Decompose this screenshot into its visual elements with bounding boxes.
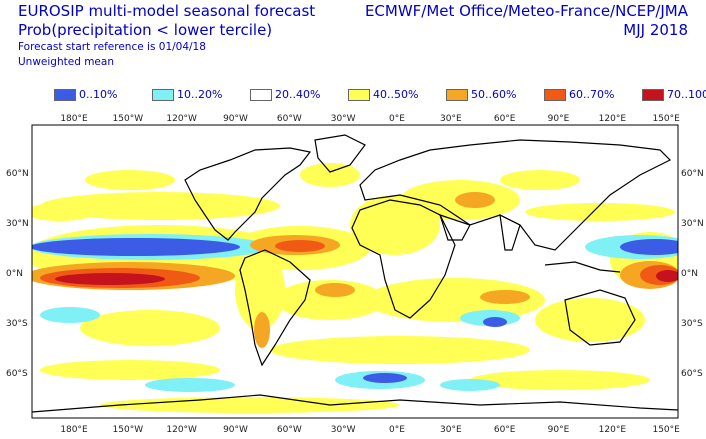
longitude-label-bottom: 90°W xyxy=(223,425,248,435)
latitude-label-left: 30°N xyxy=(6,219,29,229)
legend-label: 70..100% xyxy=(667,88,706,101)
shading-0-10 xyxy=(32,238,678,383)
shading-70-100 xyxy=(55,270,678,285)
legend-label: 60..70% xyxy=(569,88,615,101)
longitude-label-bottom: 180°E xyxy=(60,425,88,435)
longitude-label-top: 60°W xyxy=(277,114,302,124)
probability-legend: 0..10% 10..20% 20..40% 40..50% 50..60% 6… xyxy=(54,88,706,101)
latitude-label-right: 60°N xyxy=(681,169,704,179)
longitude-label-bottom: 30°W xyxy=(331,425,356,435)
legend-item: 0..10% xyxy=(54,88,152,101)
legend-label: 0..10% xyxy=(79,88,118,101)
legend-item: 10..20% xyxy=(152,88,250,101)
longitude-label-top: 180°E xyxy=(60,114,88,124)
latitude-label-left: 60°S xyxy=(6,369,28,379)
longitude-label-bottom: 60°W xyxy=(277,425,302,435)
legend-label: 50..60% xyxy=(471,88,517,101)
map-title: EUROSIP multi-model seasonal forecast xyxy=(18,2,316,20)
legend-item: 20..40% xyxy=(250,88,348,101)
longitude-label-top: 120°W xyxy=(166,114,197,124)
longitude-label-top: 90°E xyxy=(548,114,570,124)
latitude-label-right: 30°N xyxy=(681,219,704,229)
legend-swatch xyxy=(642,88,664,101)
longitude-label-bottom: 0°E xyxy=(389,425,405,435)
legend-item: 60..70% xyxy=(544,88,642,101)
legend-swatch xyxy=(54,88,76,101)
longitude-label-bottom: 30°E xyxy=(440,425,462,435)
longitude-label-bottom: 150°W xyxy=(113,425,144,435)
longitude-label-top: 30°W xyxy=(331,114,356,124)
legend-swatch xyxy=(250,88,272,101)
longitude-label-bottom: 60°E xyxy=(494,425,516,435)
forecast-start-reference: Forecast start reference is 01/04/18 xyxy=(18,41,206,53)
latitude-label-right: 60°S xyxy=(681,369,703,379)
latitude-ticks: 60°N 60°N 30°N 30°N 0°N 0°N 30°S 30°S 60°S 60°S xyxy=(6,169,704,379)
longitude-label-bottom: 120°E xyxy=(599,425,627,435)
longitude-label-top: 90°W xyxy=(223,114,248,124)
map-subtitle: Prob(precipitation < lower tercile) xyxy=(18,21,273,39)
legend-swatch xyxy=(152,88,174,101)
longitude-label-bottom: 120°W xyxy=(166,425,197,435)
latitude-label-left: 0°N xyxy=(6,269,23,279)
legend-item: 40..50% xyxy=(348,88,446,101)
legend-item: 70..100% xyxy=(642,88,706,101)
coastlines xyxy=(32,134,678,413)
latitude-label-left: 60°N xyxy=(6,169,29,179)
legend-swatch xyxy=(446,88,468,101)
mean-type-note: Unweighted mean xyxy=(18,56,114,68)
legend-label: 40..50% xyxy=(373,88,419,101)
longitude-label-bottom: 150°E xyxy=(652,425,680,435)
centres-label: ECMWF/Met Office/Meteo-France/NCEP/JMA xyxy=(364,2,688,20)
longitude-label-top: 120°E xyxy=(599,114,627,124)
latitude-label-right: 0°N xyxy=(681,269,698,279)
latitude-label-right: 30°S xyxy=(681,319,703,329)
longitude-label-top: 150°W xyxy=(113,114,144,124)
longitude-label-top: 60°E xyxy=(494,114,516,124)
legend-label: 10..20% xyxy=(177,88,223,101)
longitude-ticks: 180°E 180°E 150°W 150°W 120°W 120°W 90°W 90°W 60… xyxy=(60,114,680,435)
forecast-period: MJJ 2018 xyxy=(623,21,688,39)
longitude-label-top: 0°E xyxy=(389,114,405,124)
legend-item: 50..60% xyxy=(446,88,544,101)
probability-shading xyxy=(32,163,678,413)
longitude-label-top: 30°E xyxy=(440,114,462,124)
legend-swatch xyxy=(544,88,566,101)
legend-swatch xyxy=(348,88,370,101)
longitude-label-top: 150°E xyxy=(652,114,680,124)
map-frame xyxy=(31,124,679,419)
legend-label: 20..40% xyxy=(275,88,321,101)
latitude-label-left: 30°S xyxy=(6,319,28,329)
longitude-label-bottom: 90°E xyxy=(548,425,570,435)
